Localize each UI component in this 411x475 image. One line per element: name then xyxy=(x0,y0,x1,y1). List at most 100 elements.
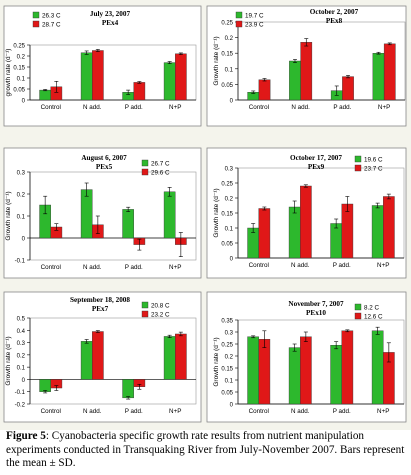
bar xyxy=(258,79,271,101)
legend-swatch xyxy=(354,164,362,172)
x-tick-label: N+P xyxy=(378,104,390,111)
y-tick-label: 0.1 xyxy=(17,77,26,83)
chart-pex5: -0.1 0 0.1 0.2 0.3 Growth rate (d⁻¹) Control N … xyxy=(3,147,202,279)
bar xyxy=(288,347,301,405)
y-tick-label: 0.4 xyxy=(17,329,26,335)
y-tick-label: 0 xyxy=(230,99,234,105)
y-tick-label: -0.2 xyxy=(15,403,26,409)
x-tick-label: Control xyxy=(41,408,61,415)
bar xyxy=(288,206,301,259)
x-tick-label: N+P xyxy=(377,262,389,269)
y-tick-label: 0.3 xyxy=(225,331,234,337)
bar xyxy=(383,43,396,101)
bar xyxy=(300,42,313,101)
y-axis-label: Growth rate (d⁻¹) xyxy=(213,36,220,85)
y-axis-label: Growth rate (d⁻¹) xyxy=(213,188,220,237)
chart-pex7: -0.2 -0.1 0 0.1 0.2 0.3 0.4 0.5 Growth rate (d⁻¹… xyxy=(3,291,202,423)
caption-label: Figure 5 xyxy=(6,430,46,442)
bar xyxy=(80,341,93,380)
y-axis-label: Growth rate (d⁻¹) xyxy=(5,191,12,240)
bar xyxy=(289,60,301,101)
y-tick-label: 0.15 xyxy=(221,212,233,218)
y-tick-label: 0.25 xyxy=(221,182,233,188)
figure-caption: Figure 5: Cyanobacteria specific growth … xyxy=(6,430,406,471)
y-axis-label: Growth rate (d⁻¹) xyxy=(213,337,220,386)
y-tick-label: 0.05 xyxy=(221,83,233,89)
y-tick-label: 0.15 xyxy=(221,52,233,58)
legend-swatch xyxy=(354,303,362,311)
chart-subtitle: PEx7 xyxy=(92,305,109,313)
chart-pex10: 0 0.05 0.1 0.15 0.2 0.25 0.3 0.35 Growth rate (d… xyxy=(206,291,407,423)
y-tick-label: 0.1 xyxy=(225,379,234,385)
figure-panels: 0 0.05 0.1 0.15 0.2 0.25 growth rate (d⁻¹) Cont… xyxy=(0,0,411,430)
x-tick-label: Control xyxy=(249,262,269,269)
legend-swatch xyxy=(32,11,40,19)
y-tick-label: 0.15 xyxy=(221,367,233,373)
x-tick-label: Control xyxy=(41,104,61,111)
chart-subtitle: PEx8 xyxy=(326,17,343,25)
x-tick-label: Control xyxy=(41,264,61,271)
y-tick-label: 0 xyxy=(22,237,26,243)
y-tick-label: 0.3 xyxy=(17,341,26,347)
chart-subtitle: PEx4 xyxy=(102,19,119,27)
legend-swatch xyxy=(354,155,362,163)
y-tick-label: 0.2 xyxy=(225,36,234,42)
legend-label: 19.7 C xyxy=(245,13,264,20)
chart-pex9: 0 0.05 0.1 0.15 0.2 0.25 0.3 Growth rate (d⁻¹) C… xyxy=(206,147,407,279)
bar xyxy=(330,223,342,259)
y-tick-label: -0.1 xyxy=(15,259,26,265)
legend-label: 28.7 C xyxy=(42,22,61,29)
bar xyxy=(258,208,271,259)
x-tick-label: P add. xyxy=(125,104,143,111)
legend-swatch xyxy=(235,11,243,19)
y-tick-label: 0.05 xyxy=(13,88,25,94)
x-tick-label: Control xyxy=(249,104,269,111)
legend-label: 23.7 C xyxy=(364,166,383,173)
legend-swatch xyxy=(141,310,149,318)
chart-pex8: 0 0.05 0.1 0.15 0.2 0.25 Growth rate (d⁻¹) Cont… xyxy=(206,5,407,127)
y-tick-label: 0.1 xyxy=(17,366,26,372)
chart-subtitle: PEx10 xyxy=(306,309,326,317)
bar xyxy=(80,52,93,101)
legend-label: 26.7 C xyxy=(151,161,170,168)
bar xyxy=(163,62,176,101)
legend-label: 8.2 C xyxy=(364,305,380,312)
y-tick-label: -0.1 xyxy=(15,390,26,396)
bar xyxy=(122,379,134,399)
bar xyxy=(133,82,146,101)
legend-label: 23.2 C xyxy=(151,312,170,319)
y-tick-label: 0.2 xyxy=(17,55,26,61)
bar xyxy=(163,191,176,239)
legend-label: 29.6 C xyxy=(151,170,170,177)
x-tick-label: Control xyxy=(249,408,269,415)
y-tick-label: 0 xyxy=(22,99,26,105)
y-tick-label: 0.05 xyxy=(221,391,233,397)
x-tick-label: N add. xyxy=(83,104,102,111)
y-tick-label: 0.25 xyxy=(221,343,233,349)
y-tick-label: 0 xyxy=(230,257,234,263)
caption-text: : Cyanobacteria specific growth rate res… xyxy=(6,430,405,469)
y-tick-label: 0.3 xyxy=(225,167,234,173)
x-tick-label: P add. xyxy=(333,408,351,415)
y-tick-label: 0 xyxy=(22,378,26,384)
x-tick-label: N add. xyxy=(291,262,310,269)
chart-title: October 17, 2007 xyxy=(290,154,342,162)
bar xyxy=(80,189,93,239)
legend-swatch xyxy=(141,159,149,167)
x-tick-label: N+P xyxy=(169,264,181,271)
bar xyxy=(383,196,395,259)
bar xyxy=(341,203,354,259)
bar xyxy=(300,185,312,259)
y-tick-label: 0.2 xyxy=(17,353,26,359)
x-tick-label: N add. xyxy=(291,104,310,111)
y-tick-label: 0.05 xyxy=(221,242,233,248)
chart-title: September 18, 2008 xyxy=(70,296,130,304)
bar xyxy=(330,345,342,405)
bar xyxy=(39,89,51,101)
x-tick-label: P add. xyxy=(125,408,143,415)
y-tick-label: 0 xyxy=(230,403,234,409)
y-axis-label: Growth rate (d⁻¹) xyxy=(5,336,12,385)
legend-label: 23.9 C xyxy=(245,22,264,29)
y-tick-label: 0.3 xyxy=(17,171,26,177)
